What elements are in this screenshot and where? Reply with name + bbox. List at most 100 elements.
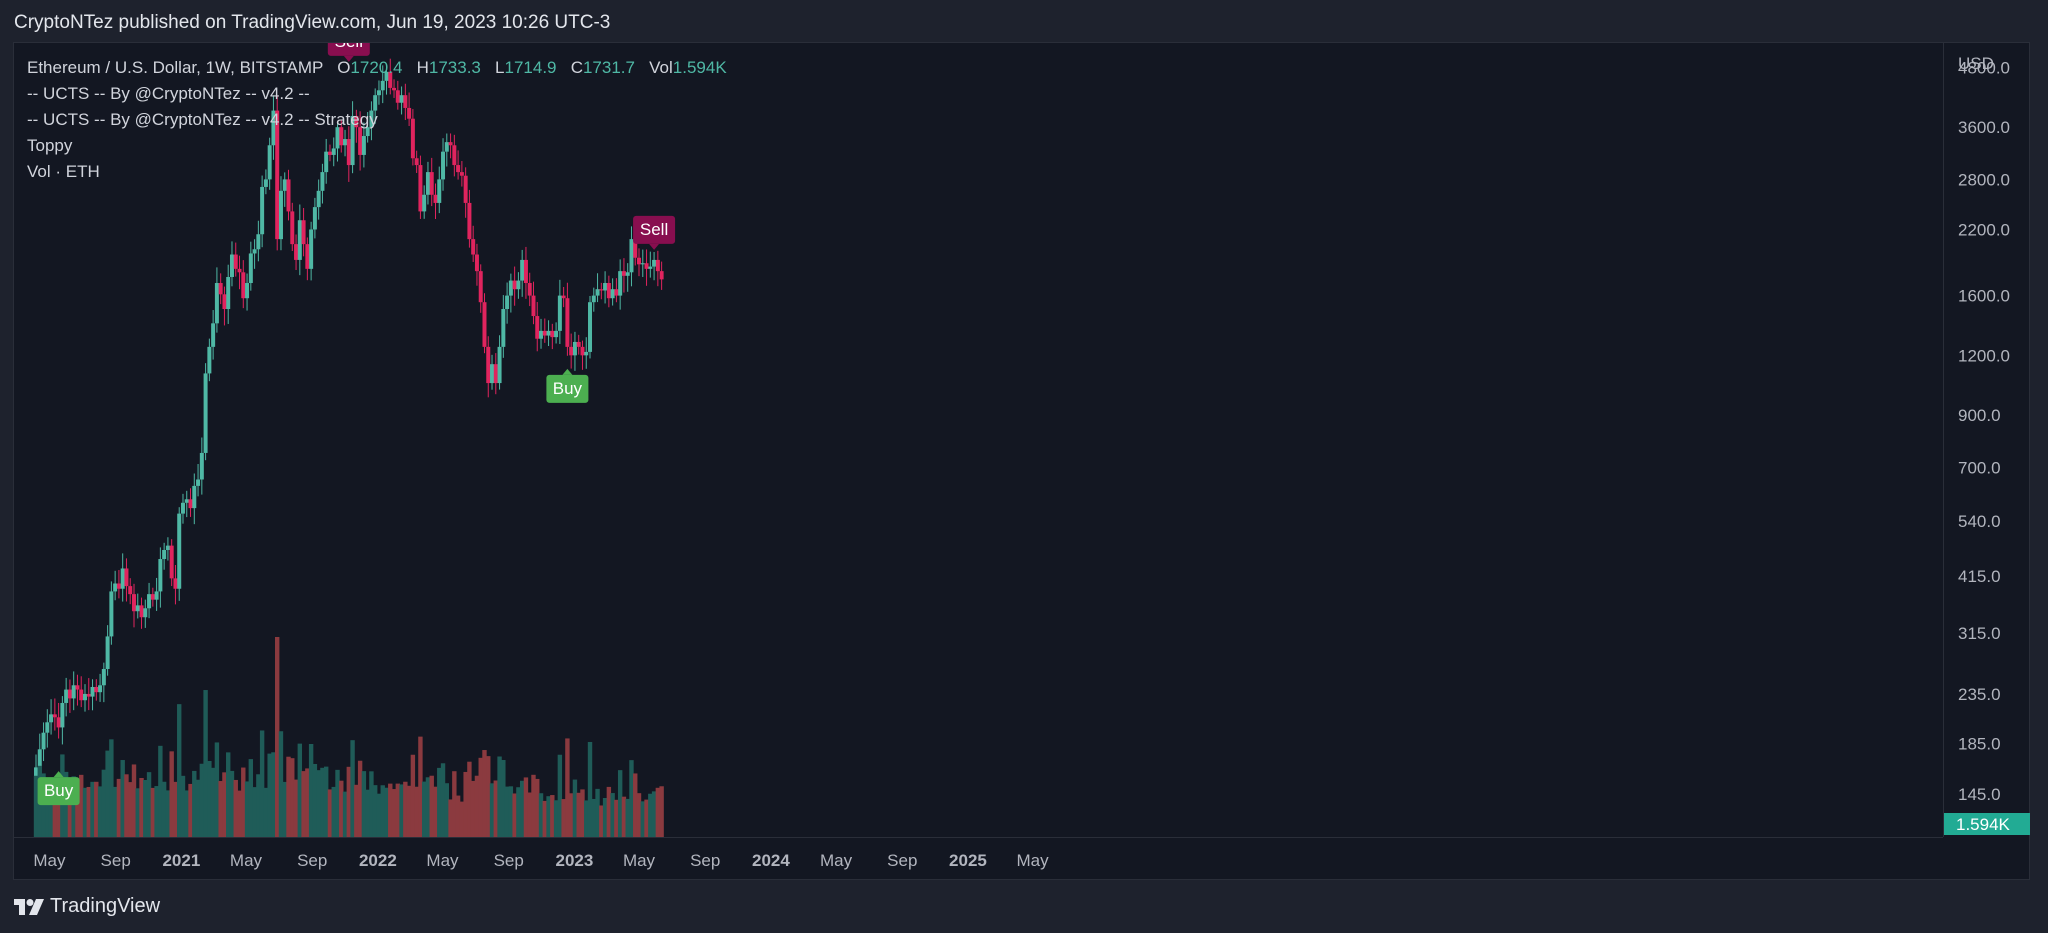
- candle: [584, 337, 589, 369]
- tradingview-brand[interactable]: TradingView: [14, 895, 160, 918]
- volume-bar: [135, 788, 140, 837]
- symbol-legend-row[interactable]: Ethereum / U.S. Dollar, 1W, BITSTAMP O17…: [27, 55, 727, 81]
- volume-bar: [45, 779, 50, 837]
- candle-body: [376, 90, 381, 96]
- candle-body: [290, 211, 295, 245]
- candle-body: [245, 283, 250, 299]
- candle: [531, 281, 536, 325]
- time-tick-label: May: [1017, 851, 1050, 870]
- time-tick-label: 2023: [555, 851, 593, 870]
- chart-pane[interactable]: Buy Sell Buy Sell Ethereum / U.S. Dollar, 1…: [14, 27, 1943, 837]
- volume-bar: [48, 780, 54, 837]
- volume-bar: [489, 783, 495, 837]
- volume-bar: [350, 740, 355, 837]
- candle: [425, 161, 430, 205]
- price-axis[interactable]: 4800.0 3600.0 2800.0 2200.0 1600.0 1200.0 900.…: [1943, 43, 2030, 837]
- volume-bar: [161, 781, 167, 837]
- volume-bar: [508, 786, 514, 837]
- volume-bar: [180, 775, 186, 837]
- volume-bar: [226, 752, 231, 837]
- volume-bar: [580, 789, 585, 837]
- candle: [105, 625, 110, 676]
- time-tick-label: May: [426, 851, 459, 870]
- candle-body: [414, 158, 419, 166]
- candle: [361, 122, 366, 168]
- candle: [267, 137, 272, 190]
- volume-bar: [640, 801, 645, 837]
- candle-body: [448, 142, 453, 146]
- time-axis[interactable]: May Sep 2021 May Sep 2022 May Sep 2023 May Sep 2024…: [14, 837, 1943, 880]
- candle-body: [275, 110, 280, 240]
- candle-body: [192, 485, 197, 509]
- volume-bar: [372, 785, 378, 837]
- candle-body: [512, 280, 517, 290]
- volume-bar: [342, 791, 348, 837]
- candle: [508, 273, 513, 313]
- candle-body: [101, 668, 106, 686]
- candle-body: [233, 254, 238, 269]
- candle-body: [584, 351, 589, 356]
- volume-bar: [75, 781, 80, 837]
- tradingview-logo-icon: [14, 898, 44, 915]
- candle-body: [188, 499, 193, 509]
- volume-bar: [203, 690, 208, 837]
- candle-body: [60, 702, 65, 728]
- volume-bar: [323, 766, 329, 837]
- volume-bar: [82, 787, 88, 837]
- candle-body: [501, 309, 506, 347]
- candle: [591, 287, 596, 312]
- candle-body: [294, 244, 299, 260]
- price-tick-label: 185.0: [1958, 735, 2001, 754]
- candle: [135, 593, 140, 619]
- low-value: 1714.9: [504, 58, 557, 77]
- candle-body: [523, 259, 528, 284]
- candle-body: [339, 127, 344, 146]
- candle-body: [143, 608, 148, 618]
- candle: [271, 95, 276, 160]
- candle-body: [490, 364, 495, 384]
- open-value: 1720.4: [350, 58, 403, 77]
- indicator-legend-row[interactable]: Vol · ETH: [27, 162, 100, 181]
- open-label: O: [337, 58, 351, 77]
- volume-bar: [418, 736, 423, 837]
- candle: [482, 293, 487, 354]
- indicator-legend-row[interactable]: -- UCTS -- By @CryptoNTez -- v4.2 --: [27, 84, 310, 103]
- candle: [652, 252, 657, 281]
- indicator-legend-row[interactable]: Toppy: [27, 136, 73, 155]
- volume-bar: [101, 769, 107, 837]
- candle: [606, 275, 611, 308]
- candle-body: [474, 254, 479, 272]
- candle-body: [452, 145, 457, 166]
- candle: [301, 207, 306, 257]
- candle-body: [354, 115, 359, 128]
- currency-label: USD: [1958, 54, 1994, 73]
- candle: [535, 302, 540, 352]
- volume-bar: [301, 771, 306, 837]
- candle-body: [655, 259, 660, 272]
- volume-bar: [320, 767, 325, 837]
- indicator-legend-row[interactable]: -- UCTS -- By @CryptoNTez -- v4.2 -- Str…: [27, 110, 378, 129]
- price-axis-scale[interactable]: 4800.0 3600.0 2800.0 2200.0 1600.0 1200.0 900.…: [1944, 43, 2030, 837]
- volume-bar: [410, 754, 416, 837]
- candle: [109, 581, 114, 645]
- price-tick-label: 145.0: [1958, 785, 2001, 804]
- volume-bar: [248, 759, 254, 837]
- volume-bar: [282, 781, 287, 837]
- candle: [90, 679, 95, 711]
- candle: [139, 597, 144, 629]
- candle-body: [271, 110, 276, 146]
- time-axis-scale[interactable]: May Sep 2021 May Sep 2022 May Sep 2023 May Sep 2024…: [14, 838, 1943, 880]
- volume-last-badge-label: 1.594K: [1956, 815, 2011, 834]
- candle-body: [580, 346, 585, 356]
- chart-plot[interactable]: Buy Sell Buy Sell: [14, 27, 1943, 837]
- candle-body: [150, 594, 155, 600]
- volume-bar: [165, 790, 171, 837]
- signal-box: [37, 777, 80, 806]
- volume-bar: [493, 780, 498, 837]
- volume-bar: [278, 731, 284, 837]
- volume-bar: [116, 778, 122, 837]
- candle-body: [52, 714, 57, 718]
- candle: [192, 473, 197, 525]
- candle-body: [625, 272, 630, 276]
- volume-bar: [486, 756, 491, 837]
